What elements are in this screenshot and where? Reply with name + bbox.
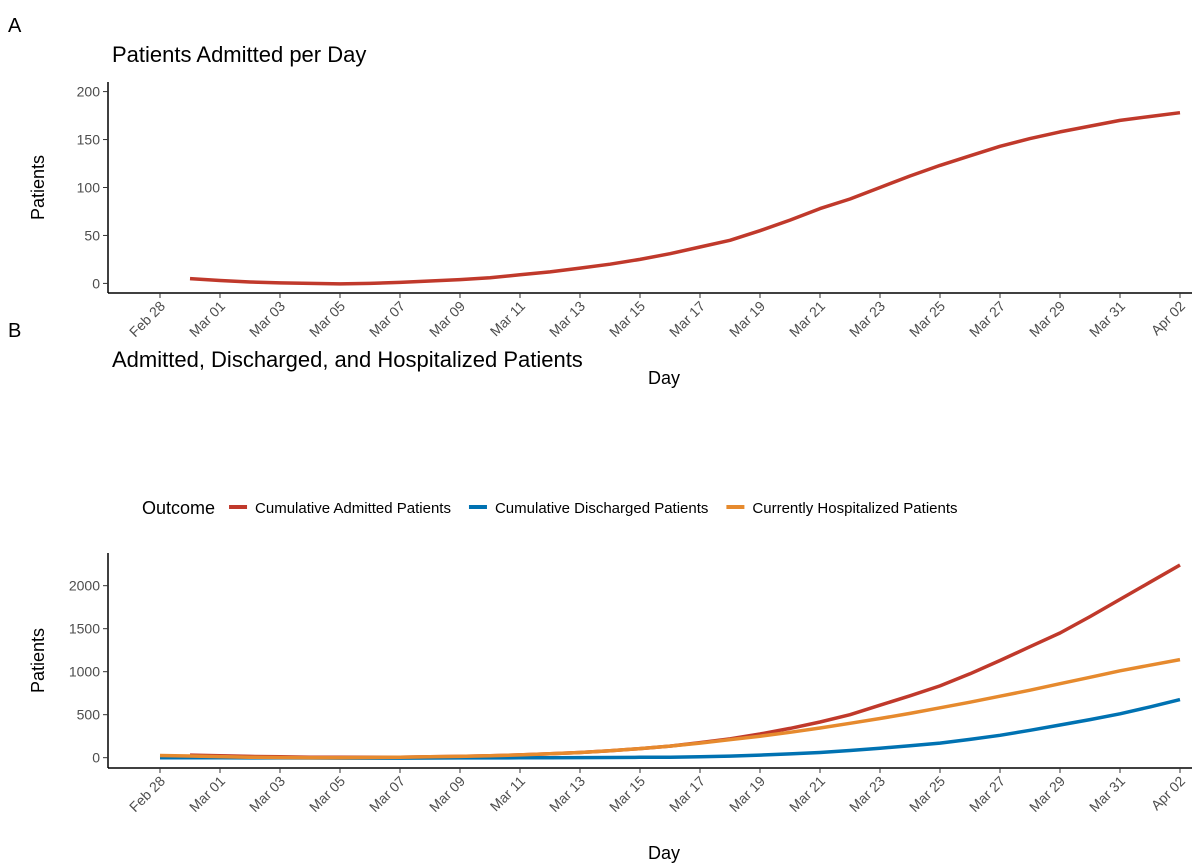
x-tick-label: Mar 23 (846, 773, 888, 815)
x-tick-label: Mar 03 (246, 298, 288, 340)
x-tick-label: Mar 19 (726, 773, 768, 815)
y-tick-label: 2000 (69, 578, 100, 594)
chart-title: Admitted, Discharged, and Hospitalized P… (112, 347, 583, 372)
x-tick-label: Mar 31 (1086, 773, 1128, 815)
x-tick-label: Mar 31 (1086, 298, 1128, 340)
x-tick-label: Mar 25 (906, 773, 948, 815)
legend-label: Cumulative Discharged Patients (495, 500, 708, 517)
x-tick-label: Mar 21 (786, 298, 828, 340)
x-tick-label: Mar 03 (246, 773, 288, 815)
x-tick-label: Feb 28 (126, 773, 168, 815)
x-tick-label: Mar 05 (306, 773, 348, 815)
x-tick-label: Mar 19 (726, 298, 768, 340)
x-tick-label: Mar 13 (546, 298, 588, 340)
x-axis-label: Day (648, 843, 680, 863)
x-tick-label: Mar 11 (487, 298, 529, 340)
x-tick-label: Mar 07 (366, 298, 408, 340)
x-tick-label: Mar 29 (1026, 298, 1068, 340)
x-tick-label: Mar 15 (606, 298, 648, 340)
x-axis-label: Day (648, 368, 680, 388)
x-tick-label: Mar 27 (966, 773, 1008, 815)
x-tick-label: Mar 11 (487, 773, 529, 815)
x-tick-label: Feb 28 (126, 298, 168, 340)
y-tick-label: 0 (92, 750, 100, 766)
y-tick-label: 200 (77, 84, 101, 100)
y-tick-label: 50 (84, 227, 100, 243)
series-line (160, 697, 1181, 760)
x-tick-label: Mar 23 (846, 298, 888, 340)
series-line (189, 110, 1181, 286)
y-tick-label: 100 (77, 180, 101, 196)
y-tick-label: 1000 (69, 664, 100, 680)
x-tick-label: Mar 27 (966, 298, 1008, 340)
x-tick-label: Mar 21 (786, 773, 828, 815)
chart-title: Patients Admitted per Day (112, 42, 366, 67)
x-tick-label: Mar 07 (366, 773, 408, 815)
x-tick-label: Mar 29 (1026, 773, 1068, 815)
x-tick-label: Apr 02 (1148, 773, 1189, 814)
legend-label: Currently Hospitalized Patients (752, 500, 957, 517)
x-tick-label: Mar 01 (186, 773, 228, 815)
x-tick-label: Mar 09 (426, 298, 468, 340)
x-tick-label: Apr 02 (1148, 298, 1189, 339)
x-tick-label: Mar 01 (186, 298, 228, 340)
legend-label: Cumulative Admitted Patients (255, 500, 451, 517)
y-axis-label: Patients (28, 155, 48, 220)
x-tick-label: Mar 17 (666, 298, 708, 340)
panel-tag: B (8, 320, 21, 342)
x-tick-label: Mar 05 (306, 298, 348, 340)
y-axis-label: Patients (28, 628, 48, 693)
x-tick-label: Mar 17 (666, 773, 708, 815)
panel-tag: A (8, 15, 22, 37)
y-tick-label: 1500 (69, 621, 100, 637)
y-tick-label: 500 (77, 707, 101, 723)
y-tick-label: 150 (77, 132, 101, 148)
x-tick-label: Mar 13 (546, 773, 588, 815)
x-tick-label: Mar 25 (906, 298, 948, 340)
x-tick-label: Mar 15 (606, 773, 648, 815)
series-line (159, 657, 1181, 760)
x-tick-label: Mar 09 (426, 773, 468, 815)
legend-title: Outcome (142, 498, 215, 518)
y-tick-label: 0 (92, 275, 100, 291)
